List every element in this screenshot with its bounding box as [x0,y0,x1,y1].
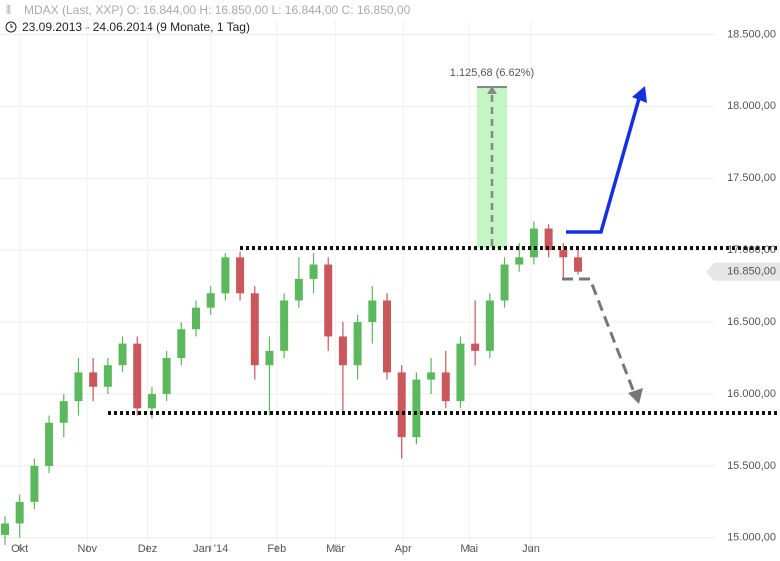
candle-body [162,358,171,394]
candle-body [471,343,480,351]
y-tick-label: 17.500,00 [727,172,776,184]
candle-body [294,278,303,301]
range-arrow-head [487,86,497,94]
candle-body [30,465,39,502]
candle-body [265,350,274,366]
annotations: 1.125,68 (6.62%) [450,67,534,248]
x-tick-label: Mär [326,543,345,555]
clock-icon [5,21,17,33]
x-tick-label: Jan '14 [193,543,228,555]
candle-body [338,336,347,366]
x-tick-label: Jun [522,543,540,555]
candle-body [15,501,24,524]
candle-body [103,365,112,387]
y-tick-label: 17.000,00 [727,244,776,256]
candle-body [280,300,289,351]
candle-body [427,372,436,380]
candle-body [485,300,494,351]
up-arrow-head [632,86,647,103]
x-tick-label: Apr [395,543,412,555]
candle-body [236,257,245,294]
candle-body [559,250,568,258]
last-value-label: 16.850,00 [727,266,776,278]
candle-body [74,372,83,402]
candle-body [353,322,362,366]
down-scenario [562,277,637,396]
x-tick-label: Mai [460,543,478,555]
candle-body [89,372,98,387]
candle-body [133,343,142,409]
chart-icon: ⫴ [6,3,11,17]
y-tick-label: 16.000,00 [727,388,776,400]
candle-body [192,307,200,330]
up-scenario [566,94,642,234]
chart-subtitle: 23.09.2013 - 24.06.2014 (9 Monate, 1 Tag… [22,20,250,34]
candle-body [412,379,421,438]
candle-body [118,343,127,366]
candle-body [309,264,318,279]
candle-body [45,422,54,466]
candle-body [383,300,391,373]
range-label: 1.125,68 (6.62%) [450,67,534,79]
y-axis: 15.000,00 15.500,00 16.000,00 16.500,00 17.0… [11,28,780,555]
last-value-box [706,262,780,281]
candle-body [59,401,68,423]
y-tick-label: 15.500,00 [727,460,776,472]
y-tick-label: 18.500,00 [727,28,776,40]
candle-body [529,228,538,258]
y-tick-label: 16.500,00 [727,316,776,328]
y-tick-label: 15.000,00 [727,532,776,544]
chart-title: MDAX (Last, XXP) O: 16.844,00 H: 16.850,… [24,3,411,17]
x-tick-label: Dez [138,543,158,555]
y-tick-label: 18.000,00 [727,100,776,112]
candle-body [147,393,156,409]
candle-body [515,257,524,265]
candle-body [544,228,553,251]
grid [0,20,715,551]
down-arrow-head [628,388,643,404]
candle-body [397,372,406,438]
x-tick-label: Okt [11,543,28,555]
candle-body [1,523,9,535]
candle-body [250,293,259,366]
candle-body [574,257,582,272]
x-tick-label: Nov [77,543,97,555]
candles [1,221,582,545]
clock-hand [10,24,13,28]
candle-body [368,300,377,323]
candle-body [206,293,215,308]
candle-body [441,372,450,402]
candle-body [221,257,230,294]
drawings [108,86,780,415]
candle-body [324,264,333,337]
candle-body [456,343,465,402]
candle-body [500,264,509,301]
candle-body [177,329,186,359]
x-tick-label: Feb [267,543,286,555]
